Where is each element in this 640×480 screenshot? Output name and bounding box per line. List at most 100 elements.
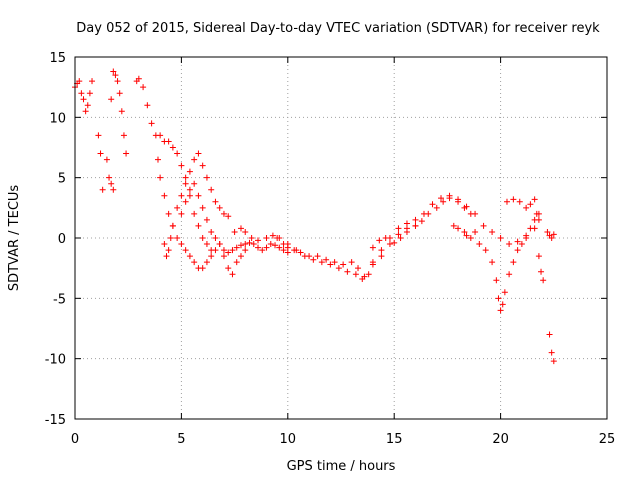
data-point [182,247,189,254]
data-point [148,120,155,127]
data-point [314,253,321,260]
data-point [233,244,240,251]
data-point [455,198,462,205]
data-point [418,218,425,225]
data-point [467,235,474,241]
data-point [269,232,276,239]
data-point [178,210,185,217]
data-point [208,186,215,193]
data-point [263,235,270,241]
data-point [540,277,547,284]
data-point [212,235,219,241]
data-point [250,241,257,248]
data-point [182,174,189,181]
data-point [161,241,168,248]
data-point [395,225,402,232]
data-point [165,210,172,217]
x-axis-label: GPS time / hours [287,459,396,474]
data-point [272,242,279,249]
data-point [467,210,474,217]
data-point [403,228,410,235]
data-point [208,228,215,235]
data-point [178,241,185,248]
data-point [140,84,147,91]
data-point [186,192,193,199]
data-point [510,259,517,266]
data-point [165,247,172,254]
data-point [493,277,500,284]
data-point [535,216,542,223]
data-point [382,235,389,241]
data-point [291,247,298,254]
data-point [476,241,483,248]
data-point [425,210,432,217]
data-point [331,259,338,266]
data-point [318,259,325,266]
data-point [506,241,513,248]
data-point [99,186,106,193]
data-point [199,162,206,169]
data-point [195,150,202,157]
data-point [446,195,453,202]
data-point [550,231,557,238]
data-point [116,90,123,97]
data-point [514,247,521,254]
data-point [186,168,193,175]
data-point [335,265,342,272]
data-point [229,271,236,278]
data-point [510,196,517,203]
y-tick-label: -15 [45,413,66,428]
data-point [544,228,551,235]
data-point [497,235,504,241]
data-point [516,198,523,205]
data-point [199,204,206,211]
data-point [489,228,496,235]
data-point [103,156,110,163]
data-point [154,156,161,163]
data-point [225,265,232,272]
data-point [242,241,249,248]
data-point [97,150,104,157]
data-point [82,108,89,115]
data-point [182,198,189,205]
data-points [72,68,557,365]
data-point [489,259,496,266]
data-point [195,192,202,199]
data-point [174,235,181,241]
data-point [108,96,115,103]
data-point [482,247,489,254]
data-point [352,271,359,278]
data-point [95,132,102,139]
data-point [455,225,462,232]
data-point [89,78,96,85]
data-point [191,180,198,187]
data-point [182,180,189,187]
data-point [220,253,227,260]
data-point [233,259,240,266]
data-point [242,247,249,254]
data-point [237,225,244,232]
data-point [412,222,419,229]
data-point [114,78,121,85]
data-point [135,75,142,82]
data-point [106,174,113,181]
data-point [472,228,479,235]
series-trace-a [72,78,96,115]
data-point [203,174,210,181]
data-point [503,198,510,205]
data-point [212,198,219,205]
tick-label-layer: 0 5 10 15 20 25 -15 -10 -5 0 5 10 15 [45,51,616,447]
data-point [178,192,185,199]
data-point [412,216,419,223]
data-point [538,268,545,275]
data-point [163,253,170,260]
data-point [246,239,253,246]
data-point [169,144,176,151]
x-tick-label: 15 [386,432,403,447]
data-point [161,192,168,199]
data-point [518,241,525,248]
data-point [259,247,266,254]
data-point [225,213,232,220]
data-point [310,256,317,263]
